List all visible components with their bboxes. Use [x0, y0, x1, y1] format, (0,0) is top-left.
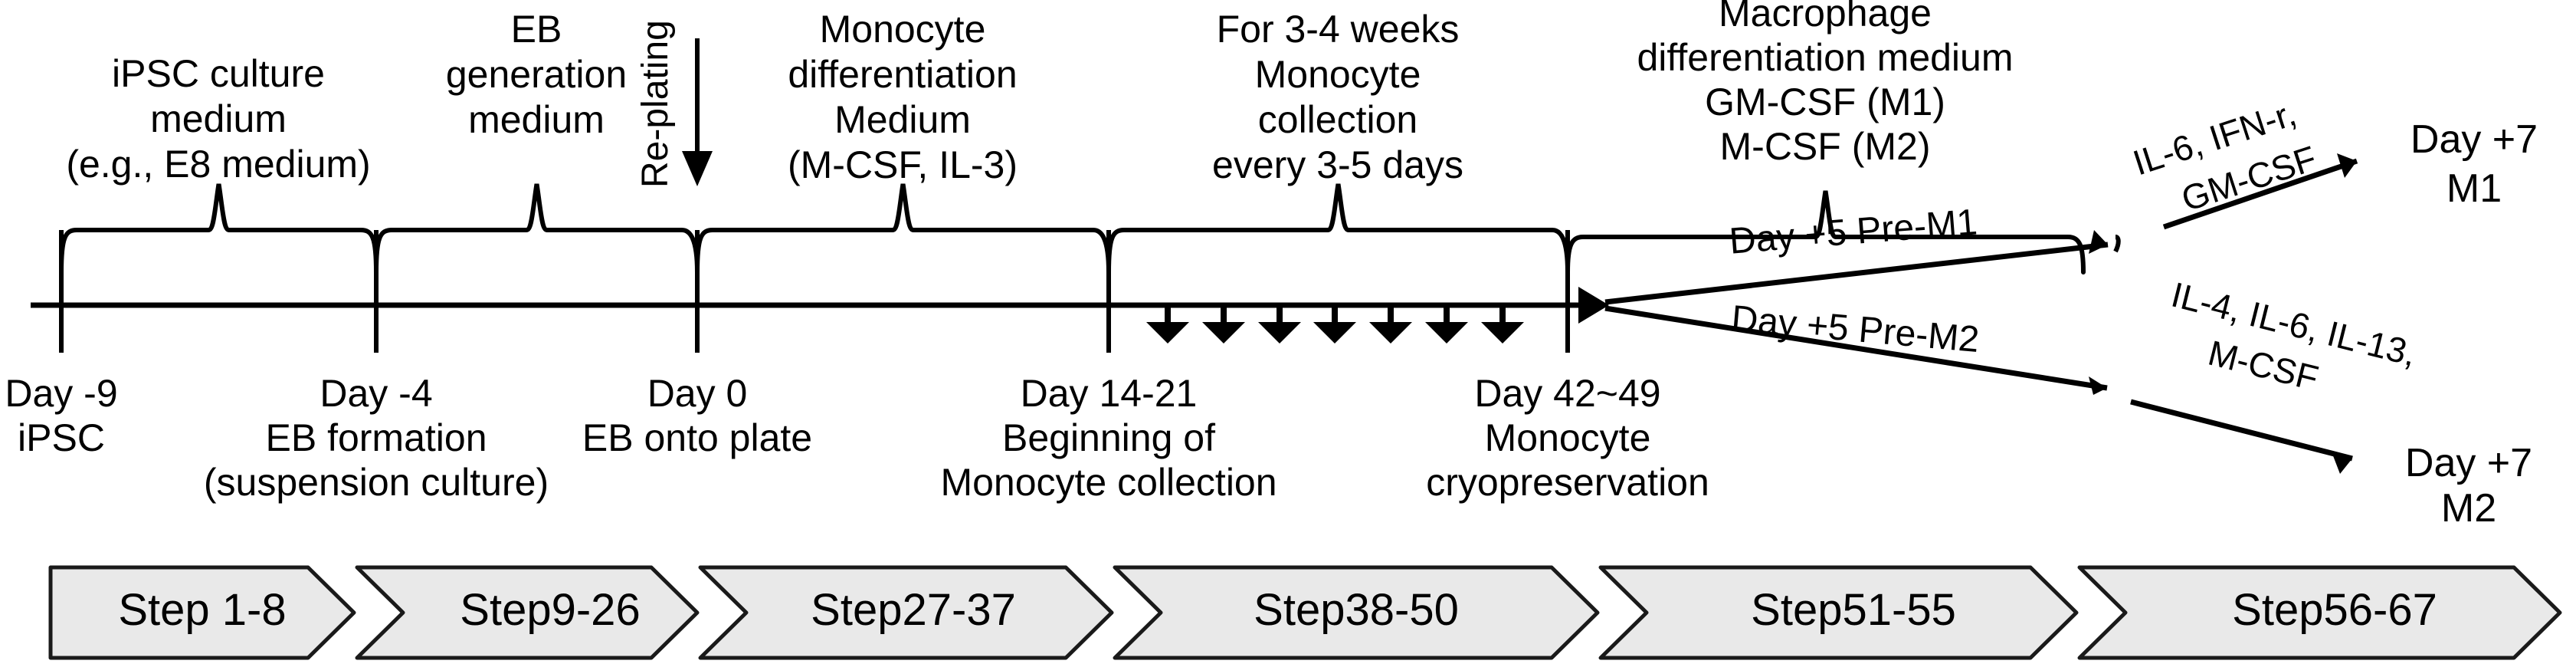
svg-text:EB onto plate: EB onto plate — [582, 416, 812, 459]
svg-text:Day +5 Pre-M1: Day +5 Pre-M1 — [1728, 202, 1978, 261]
svg-text:iPSC: iPSC — [18, 416, 105, 459]
svg-text:generation: generation — [446, 53, 627, 96]
svg-text:Monocyte collection: Monocyte collection — [940, 461, 1277, 504]
svg-text:Step27-37: Step27-37 — [811, 585, 1016, 635]
svg-text:Day -4: Day -4 — [320, 372, 432, 415]
svg-text:Day +7: Day +7 — [2410, 117, 2538, 162]
svg-text:(e.g., E8 medium): (e.g., E8 medium) — [66, 143, 370, 186]
svg-text:Day 42~49: Day 42~49 — [1474, 372, 1660, 415]
svg-text:Monocyte: Monocyte — [1255, 53, 1421, 96]
svg-text:Day -9: Day -9 — [5, 372, 117, 415]
svg-text:cryopreservation: cryopreservation — [1426, 461, 1709, 504]
svg-text:GM-CSF (M1): GM-CSF (M1) — [1705, 81, 1945, 123]
svg-text:(suspension culture): (suspension culture) — [204, 461, 549, 504]
svg-text:Beginning of: Beginning of — [1002, 416, 1215, 459]
svg-text:every 3-5 days: every 3-5 days — [1212, 143, 1463, 186]
svg-text:Day +5 Pre-M2: Day +5 Pre-M2 — [1730, 298, 1981, 360]
svg-text:Step 1-8: Step 1-8 — [118, 585, 286, 635]
svg-text:EB formation: EB formation — [265, 416, 487, 459]
svg-text:collection: collection — [1258, 98, 1417, 141]
svg-text:M-CSF (M2): M-CSF (M2) — [1720, 125, 1931, 168]
svg-text:Step9-26: Step9-26 — [460, 585, 640, 635]
svg-text:Monocyte: Monocyte — [820, 8, 986, 51]
svg-text:differentiation medium: differentiation medium — [1637, 36, 2013, 79]
svg-text:M1: M1 — [2447, 166, 2502, 211]
svg-text:Day 0: Day 0 — [647, 372, 748, 415]
svg-text:Step38-50: Step38-50 — [1254, 585, 1459, 635]
svg-text:differentiation: differentiation — [788, 53, 1017, 96]
svg-text:iPSC culture: iPSC culture — [112, 52, 325, 95]
svg-text:Step51-55: Step51-55 — [1751, 585, 1956, 635]
svg-text:Macrophage: Macrophage — [1719, 0, 1932, 35]
svg-text:Step56-67: Step56-67 — [2232, 585, 2437, 635]
svg-text:Day +7: Day +7 — [2405, 441, 2532, 485]
svg-text:(M-CSF, IL-3): (M-CSF, IL-3) — [788, 143, 1018, 186]
svg-text:Day 14-21: Day 14-21 — [1021, 372, 1198, 415]
svg-text:EB: EB — [511, 8, 562, 51]
svg-text:medium: medium — [150, 97, 287, 140]
svg-text:Medium: Medium — [834, 98, 971, 141]
svg-text:M2: M2 — [2441, 486, 2496, 531]
svg-text:Re-plating: Re-plating — [635, 20, 676, 188]
svg-text:Monocyte: Monocyte — [1485, 416, 1651, 459]
svg-text:For 3-4 weeks: For 3-4 weeks — [1217, 8, 1460, 51]
svg-text:medium: medium — [468, 98, 605, 141]
